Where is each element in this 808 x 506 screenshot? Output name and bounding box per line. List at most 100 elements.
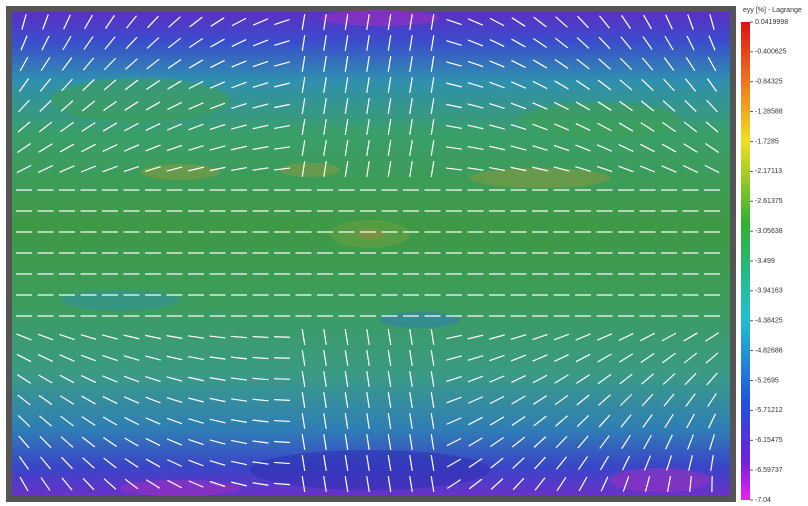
glyph	[643, 14, 652, 30]
glyph	[575, 333, 591, 341]
glyph	[409, 371, 413, 387]
glyph	[166, 438, 183, 446]
glyph	[489, 166, 505, 172]
glyph	[166, 397, 183, 403]
glyph	[511, 17, 526, 27]
glyph	[166, 417, 183, 425]
glyph	[446, 396, 462, 404]
glyph	[252, 82, 269, 88]
glyph	[188, 376, 204, 382]
colorbar-tick-label: -3.05638	[755, 228, 783, 235]
glyph	[188, 123, 204, 131]
glyph	[102, 354, 118, 362]
glyph	[598, 36, 611, 50]
glyph	[532, 123, 548, 131]
glyph	[61, 78, 73, 92]
glyph	[683, 143, 698, 153]
glyph	[366, 476, 370, 492]
glyph	[366, 392, 370, 408]
glyph	[81, 122, 96, 132]
glyph	[102, 334, 118, 340]
glyph	[273, 399, 291, 401]
glyph	[230, 335, 248, 339]
glyph	[619, 100, 633, 112]
glyph	[188, 438, 204, 446]
glyph	[622, 476, 630, 492]
glyph	[511, 38, 526, 48]
glyph	[124, 122, 139, 132]
glyph	[387, 434, 392, 450]
glyph	[104, 36, 116, 50]
glyph	[231, 166, 247, 172]
glyph	[663, 57, 675, 71]
glyph	[167, 479, 182, 489]
glyph	[146, 37, 160, 49]
glyph	[387, 455, 392, 471]
glyph	[17, 121, 31, 133]
colorbar-tick-label: -0.84325	[755, 79, 783, 86]
glyph	[344, 140, 349, 156]
glyph	[366, 119, 370, 135]
glyph	[683, 121, 698, 133]
colorbar-title: eyy [%] - Lagrange	[743, 7, 802, 14]
glyph	[430, 119, 435, 135]
glyph	[511, 395, 526, 405]
colorbar-tick-label: -5.2695	[755, 377, 779, 384]
glyph	[323, 56, 327, 72]
glyph	[490, 436, 504, 448]
colorbar-tick-label: -6.15475	[755, 437, 783, 444]
glyph	[489, 81, 505, 89]
glyph	[81, 375, 96, 383]
glyph	[323, 434, 327, 450]
glyph	[344, 329, 349, 345]
glyph	[145, 437, 161, 447]
glyph	[709, 14, 715, 30]
glyph	[532, 354, 548, 362]
glyph	[102, 395, 118, 405]
colorbar-tick-label: -3.94163	[755, 288, 783, 295]
glyph	[597, 101, 612, 111]
glyph	[489, 145, 505, 151]
glyph	[231, 439, 247, 445]
glyph	[532, 145, 548, 151]
glyph	[366, 77, 370, 93]
glyph	[409, 77, 413, 93]
glyph	[687, 14, 694, 30]
colorbar-tick-label: -5.71212	[755, 407, 783, 414]
glyph	[575, 374, 591, 384]
glyph	[103, 457, 117, 469]
glyph	[666, 476, 672, 492]
glyph	[533, 415, 547, 427]
glyph	[274, 18, 290, 26]
glyph	[710, 455, 714, 471]
glyph	[706, 99, 718, 113]
glyph	[620, 414, 632, 428]
glyph	[387, 140, 392, 156]
glyph	[103, 437, 117, 447]
glyph	[145, 376, 161, 382]
glyph	[446, 40, 462, 46]
glyph	[704, 332, 720, 342]
glyph	[301, 329, 306, 345]
glyph	[252, 39, 269, 47]
glyph	[489, 395, 505, 405]
glyph	[685, 393, 696, 407]
glyph	[147, 15, 159, 29]
glyph	[597, 122, 612, 132]
glyph	[344, 455, 349, 471]
glyph	[387, 476, 392, 492]
glyph	[430, 161, 435, 177]
glyph	[83, 36, 94, 50]
glyph	[323, 476, 327, 492]
glyph	[489, 124, 505, 130]
glyph	[553, 333, 570, 341]
glyph	[387, 413, 392, 429]
glyph	[145, 355, 161, 361]
glyph	[231, 60, 247, 68]
glyph	[145, 166, 161, 172]
glyph	[643, 455, 652, 471]
glyph	[621, 455, 631, 471]
glyph	[323, 413, 327, 429]
glyph	[252, 167, 269, 171]
colorbar-ticks: 0.0419998 -0.400625 -0.84325 -1.28588 -1.728…	[750, 19, 788, 504]
